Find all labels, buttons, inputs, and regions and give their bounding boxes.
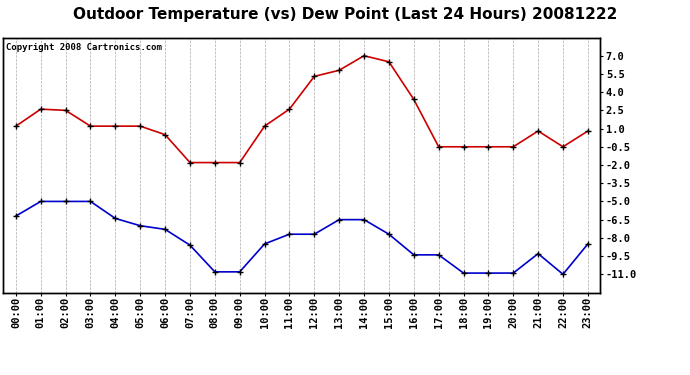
Text: Copyright 2008 Cartronics.com: Copyright 2008 Cartronics.com <box>6 43 162 52</box>
Text: Outdoor Temperature (vs) Dew Point (Last 24 Hours) 20081222: Outdoor Temperature (vs) Dew Point (Last… <box>73 8 617 22</box>
